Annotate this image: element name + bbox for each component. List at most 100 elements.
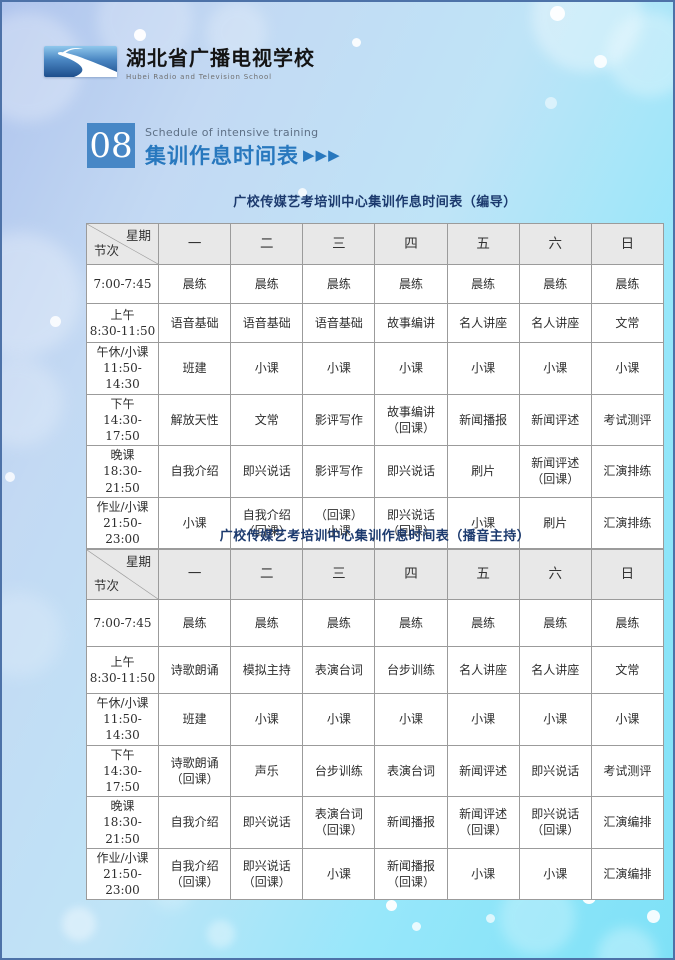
day-header: 四 [374,223,448,265]
schedule-cell: 影评写作 [302,393,376,447]
schedule-cell: 晨练 [518,264,592,304]
schedule-cell: 晨练 [302,599,376,647]
schedule-cell: 小课 [302,342,376,395]
corner-cell: 星期 节次 [86,549,159,600]
schedule-cell: 自我介绍 （回课） [157,847,232,901]
schedule-cell: 名人讲座 [446,303,520,343]
schedule-cell: 自我介绍 [157,445,232,498]
section-text: Schedule of intensive training 集训作息时间表 ▶… [145,123,341,170]
schedule-cell: 小课 [446,496,520,550]
bokeh-circle [545,97,557,109]
period-cell: 午休/小课 11:50-14:30 [86,693,159,746]
schedule-cell: 汇演编排 [590,847,665,901]
table-row: 7:00-7:45 晨练 晨练 晨练 晨练 晨练 晨练 晨练 [86,264,665,304]
bokeh-circle [550,6,565,21]
table-title-biandao: 广校传媒艺考培训中心集训作息时间表（编导） [233,195,517,210]
schedule-cell: 小课 [518,847,592,901]
section-title: 集训作息时间表 [145,143,299,168]
schedule-cell: 即兴说话 [518,744,592,798]
day-header: 日 [590,223,665,265]
schedule-cell: 班建 [157,342,232,395]
table-row: 午休/小课 11:50-14:30 班建 小课 小课 小课 小课 小课 小课 [86,693,665,746]
bokeh-circle [5,472,15,482]
schedule-cell: 刷片 [518,496,592,550]
table-row: 7:00-7:45 晨练 晨练 晨练 晨练 晨练 晨练 晨练 [86,599,665,647]
schedule-cell: 汇演排练 [590,445,665,498]
day-header: 三 [302,223,376,265]
schedule-cell: 诗歌朗诵 （回课） [157,744,232,798]
schedule-cell: 新闻评述 （回课） [446,796,520,849]
corner-week-label: 星期 [125,228,151,243]
period-cell: 下午 14:30-17:50 [86,744,159,798]
section-subtitle: Schedule of intensive training [145,126,319,139]
schedule-cell: 即兴说话 [230,445,304,498]
schedule-cell: 文常 [590,646,665,694]
schedule-cell: 表演台词 [302,646,376,694]
bokeh-circle [386,900,397,911]
schedule-cell: 小课 [374,693,448,746]
schedule-cell: 小课 [374,342,448,395]
bokeh-circle [607,12,673,97]
table-row: 晚课 18:30-21:50 自我介绍 即兴说话 影评写作 即兴说话 刷片 新闻评述 （回课… [86,445,665,498]
section-number: 08 [87,123,135,168]
schedule-cell: 考试测评 [590,393,665,447]
schedule-cell: 新闻评述 [446,744,520,798]
schedule-cell: 小课 [590,342,665,395]
table-title-boyin: 广校传媒艺考培训中心集训作息时间表（播音主持） [219,529,531,544]
schedule-cell: 小课 [446,693,520,746]
schedule-cell: 刷片 [446,445,520,498]
schedule-cell: 表演台词 [374,744,448,798]
triple-arrow-icon: ▶▶▶ [303,146,341,164]
schedule-cell: 小课 [302,693,376,746]
day-header: 二 [230,223,304,265]
bokeh-circle [532,2,642,72]
period-cell: 上午 8:30-11:50 [86,303,159,343]
schedule-cell: 故事编讲 （回课） [374,393,448,447]
period-cell: 午休/小课 11:50-14:30 [86,342,159,395]
schedule-cell: 晨练 [302,264,376,304]
schedule-cell: 诗歌朗诵 [157,646,232,694]
schedule-cell: 晨练 [590,264,665,304]
table-row: 作业/小课 21:50-23:00 小课 自我介绍 （回课） （回课） 小课 即兴说话 … [86,496,665,550]
schedule-cell: 小课 [230,693,304,746]
schedule-cell: 晨练 [446,264,520,304]
schedule-cell: 新闻评述 （回课） [518,445,592,498]
schedule-cell: 即兴说话 （回课） [518,796,592,849]
table-row: 午休/小课 11:50-14:30 班建 小课 小课 小课 小课 小课 小课 [86,342,665,395]
bokeh-circle [412,922,421,931]
schedule-cell: 新闻播报 [446,393,520,447]
header: 湖北省广播电视学校 Hubei Radio and Television Sch… [44,42,315,81]
schedule-cell: 台步训练 [302,744,376,798]
schedule-cell: 文常 [230,393,304,447]
schedule-cell: 模拟主持 [230,646,304,694]
day-header: 六 [518,223,592,265]
day-header: 二 [230,549,304,600]
period-cell: 晚课 18:30-21:50 [86,445,159,498]
schedule-cell: 新闻评述 [518,393,592,447]
period-cell: 作业/小课 21:50-23:00 [86,847,159,901]
schedule-cell: 小课 [302,847,376,901]
corner-period-label: 节次 [94,578,120,594]
table-row: 下午 14:30-17:50 诗歌朗诵 （回课） 声乐 台步训练 表演台词 新闻评述 即兴说… [86,744,665,798]
table-row: 上午 8:30-11:50 诗歌朗诵 模拟主持 表演台词 台步训练 名人讲座 名人讲座 文常 [86,646,665,694]
bokeh-circle [2,357,62,447]
bokeh-circle [594,55,607,68]
schedule-cell: 小课 [446,847,520,901]
schedule-cell: 即兴说话 [230,796,304,849]
schedule-cell: 小课 [446,342,520,395]
day-header: 五 [446,223,520,265]
school-name-cn: 湖北省广播电视学校 [126,46,315,70]
schedule-cell: 班建 [157,693,232,746]
bokeh-circle [597,927,657,958]
schedule-cell: 名人讲座 [518,303,592,343]
bokeh-circle [486,914,495,923]
schedule-cell: 即兴说话 （回课） [374,496,448,550]
schedule-cell: 即兴说话 [374,445,448,498]
corner-cell: 星期 节次 [86,223,159,265]
schedule-cell: 故事编讲 [374,303,448,343]
schedule-cell: 表演台词 （回课） [302,796,376,849]
school-logo-icon [44,46,117,77]
schedule-cell: 新闻播报 [374,796,448,849]
table-row: 晚课 18:30-21:50 自我介绍 即兴说话 表演台词 （回课） 新闻播报 新闻评述 … [86,796,665,849]
